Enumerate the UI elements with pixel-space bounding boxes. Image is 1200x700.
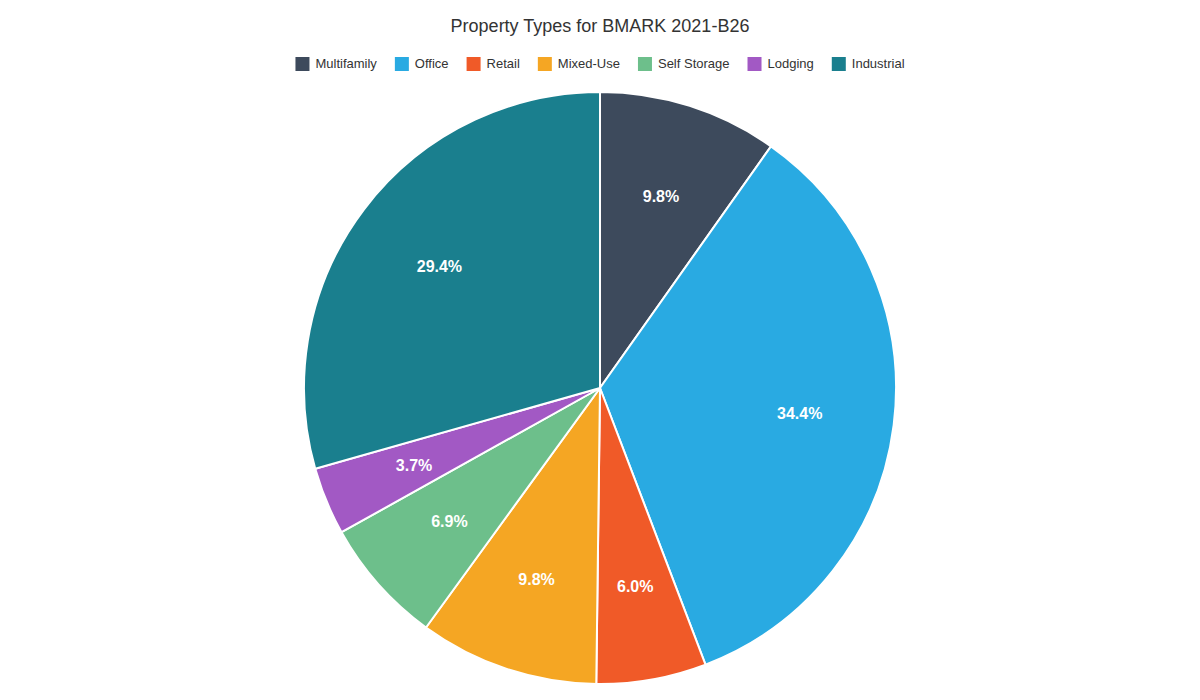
legend-label: Office (415, 56, 449, 71)
legend-label: Industrial (852, 56, 905, 71)
pie-slice (304, 92, 600, 469)
legend: Multifamily Office Retail Mixed-Use Self Sto… (295, 56, 904, 71)
data-label: 34.4% (777, 405, 822, 422)
legend-label: Multifamily (315, 56, 377, 71)
legend-item: Retail (467, 56, 520, 71)
legend-label: Retail (487, 56, 520, 71)
data-label: 29.4% (417, 258, 462, 275)
legend-item: Office (395, 56, 449, 71)
legend-item: Industrial (832, 56, 905, 71)
data-label: 6.0% (617, 578, 653, 595)
legend-swatch (832, 57, 846, 71)
legend-item: Mixed-Use (538, 56, 620, 71)
legend-swatch (538, 57, 552, 71)
pie-slice (596, 388, 705, 684)
legend-label: Self Storage (658, 56, 730, 71)
pie-slice (600, 146, 896, 664)
legend-swatch (748, 57, 762, 71)
legend-item: Self Storage (638, 56, 730, 71)
legend-swatch (467, 57, 481, 71)
legend-swatch (295, 57, 309, 71)
data-labels: 9.8% 34.4% 6.0% 9.8% 6.9% 3.7% 29.4% (396, 188, 823, 595)
data-label: 6.9% (431, 513, 467, 530)
data-label: 9.8% (518, 571, 554, 588)
chart-container: Property Types for BMARK 2021-B26 Multifa… (0, 0, 1200, 700)
legend-label: Lodging (768, 56, 814, 71)
chart-title: Property Types for BMARK 2021-B26 (451, 16, 750, 36)
legend-swatch (638, 57, 652, 71)
data-label: 9.8% (643, 188, 679, 205)
chart-svg: Property Types for BMARK 2021-B26 Multifa… (0, 0, 1200, 700)
legend-swatch (395, 57, 409, 71)
legend-item: Lodging (748, 56, 814, 71)
pie (304, 92, 896, 684)
legend-label: Mixed-Use (558, 56, 620, 71)
data-label: 3.7% (396, 457, 432, 474)
legend-item: Multifamily (295, 56, 377, 71)
